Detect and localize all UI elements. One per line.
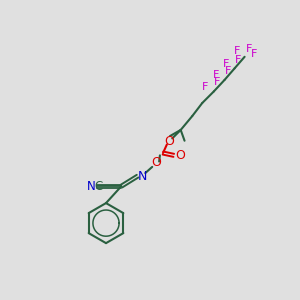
Text: N: N xyxy=(137,169,147,183)
Text: N: N xyxy=(87,180,96,193)
Text: F: F xyxy=(234,46,240,56)
Text: F: F xyxy=(225,66,232,76)
Text: F: F xyxy=(235,55,242,65)
Text: F: F xyxy=(251,50,257,59)
Text: C: C xyxy=(94,180,102,193)
Text: F: F xyxy=(223,59,229,69)
Text: F: F xyxy=(202,82,208,92)
Text: F: F xyxy=(213,70,219,80)
Text: O: O xyxy=(164,135,174,148)
Text: O: O xyxy=(175,149,185,162)
Text: F: F xyxy=(246,44,252,54)
Text: F: F xyxy=(214,77,220,87)
Text: O: O xyxy=(151,156,161,169)
